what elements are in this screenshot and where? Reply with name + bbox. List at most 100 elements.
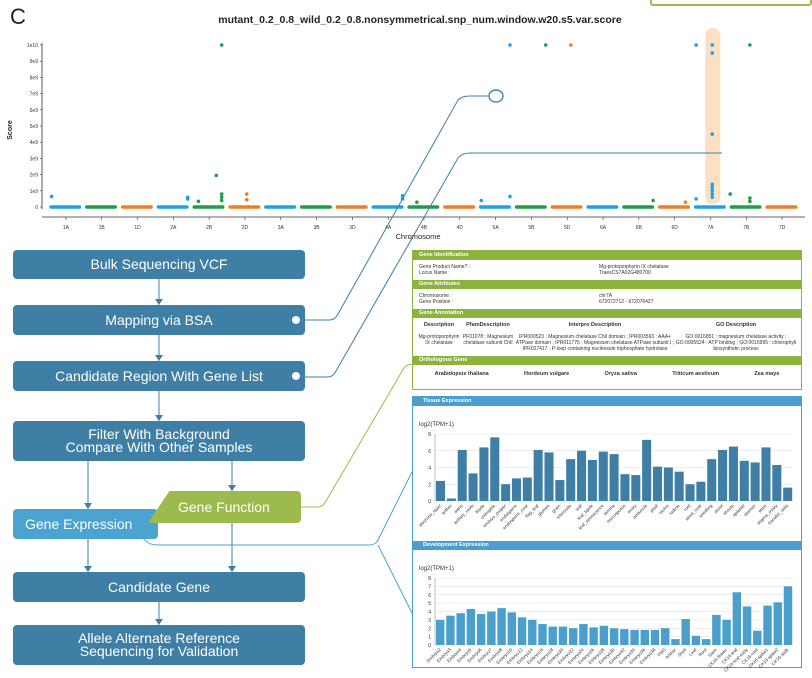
flow-candidate-gene: Candidate Gene <box>13 572 305 602</box>
gene-attributes-body: Chromosome : Gene Position : chr7A 6720727… <box>413 289 801 309</box>
bar-Embryo28 <box>599 625 609 645</box>
data-point <box>244 197 249 202</box>
x-tick-label: 2D <box>242 225 249 231</box>
data-point <box>710 185 715 190</box>
bar-CK16-stalk <box>783 586 793 645</box>
data-point <box>185 197 190 201</box>
x-tick-label: Root <box>698 647 709 658</box>
data-point <box>214 173 219 178</box>
data-point <box>728 192 732 196</box>
bar-Stem <box>712 614 721 645</box>
flow-allele-line1: Allele Alternate Reference <box>78 630 240 646</box>
bar-Embryo26 <box>589 627 598 645</box>
data-point <box>415 200 419 204</box>
y-tick-label: 7e9 <box>30 92 39 98</box>
flow-bulk-label: Bulk Sequencing VCF <box>90 256 228 272</box>
x-tick-label: 7A <box>707 225 714 231</box>
bar-Embryo14 <box>528 619 537 645</box>
gene-identification-body: Gene Product Name? : Locus Name : Mg-prot… <box>413 260 801 280</box>
bar-Embryo4 <box>456 613 465 645</box>
data-point <box>683 200 688 204</box>
bar-Embryo38 <box>650 629 660 645</box>
y-tick-label: 4e9 <box>30 140 39 146</box>
bar-shoots <box>728 446 738 501</box>
x-tick-label: 7D <box>779 225 786 231</box>
y-tick-label: 1 <box>428 635 431 641</box>
pfam-value: PF01078 : Magnesium chelatase subunit Ch… <box>462 334 514 346</box>
bar-Embryo24 <box>579 624 588 645</box>
bar-CK16-leaf-early <box>742 606 752 645</box>
x-tick-label: 6B <box>636 225 643 231</box>
y-tick-label: 1e10 <box>27 43 38 49</box>
bar-Embryo5 <box>466 608 476 645</box>
x-tick-label: stamen <box>743 503 757 517</box>
bar-grain <box>555 480 565 501</box>
bar-Embryo22 <box>568 628 578 645</box>
bar-blade <box>479 447 489 501</box>
bar-CK16-leaf <box>732 592 742 645</box>
flow-allele-line2: Sequencing for Validation <box>79 643 239 659</box>
data-point <box>710 192 715 196</box>
data-point <box>508 43 512 47</box>
bar-Embryo2 <box>436 619 445 645</box>
bar-Leaf <box>691 635 701 645</box>
gene-info-panel: Gene Identification Gene Product Name? :… <box>412 250 802 390</box>
bar-leaf_senescence <box>598 451 608 501</box>
bar-CK16-spike2 <box>773 602 782 645</box>
x-tick-label: Shell <box>677 647 688 658</box>
x-tick-label: ovary <box>626 503 638 515</box>
bar-Root <box>701 639 711 645</box>
data-point <box>748 196 752 200</box>
flow-filter-line1: Filter With Background <box>88 426 230 442</box>
x-tick-label: 1D <box>134 225 141 231</box>
data-point <box>710 182 715 187</box>
x-tick-label: 7B <box>743 225 750 231</box>
bar-Embryo12 <box>517 617 527 645</box>
x-tick-label: blade <box>474 503 486 515</box>
y-tick-label: 2 <box>428 482 431 488</box>
y-tick-label: 2e9 <box>30 173 39 179</box>
bar-Embryo6 <box>476 614 486 645</box>
bar-axillary_roots <box>468 473 478 501</box>
x-tick-label: stem <box>757 503 768 514</box>
x-tick-label: pistil <box>649 503 659 513</box>
y-tick-label: 6 <box>428 593 431 599</box>
col-go: GO Description <box>715 322 757 328</box>
data-point <box>508 194 512 199</box>
tissue-expression-header: Tissue Expression <box>413 397 801 406</box>
flow-expression-label: Gene Expression <box>25 516 133 532</box>
ortholog-triticum: Triticum aestivum <box>672 371 719 377</box>
data-point <box>710 43 715 47</box>
bar-Embryo20 <box>558 626 568 645</box>
bar-awns <box>457 449 467 501</box>
bar-radicle <box>674 471 684 501</box>
data-point <box>710 189 715 193</box>
x-tick-label: shoot <box>713 503 725 515</box>
y-tick-label: 5e9 <box>30 124 39 130</box>
y-tick-label: 1e9 <box>30 189 39 195</box>
bar-internode <box>566 459 576 501</box>
bar-Embryo30 <box>609 628 619 645</box>
bar-aleurone_layer <box>436 480 446 501</box>
y-tick-label: 5 <box>428 601 431 607</box>
bar-shoot <box>718 449 728 501</box>
x-tick-label: 1B <box>99 225 106 231</box>
connector-dot <box>292 316 300 324</box>
flow-mapping-bsa: Mapping via BSA <box>13 305 305 335</box>
x-tick-label: 1A <box>63 225 70 231</box>
ortholog-hordeum: Hordeum vulgare <box>524 371 570 377</box>
y-tick-label: 7 <box>428 584 431 590</box>
position-value: 672072712 - 672076427 <box>599 299 654 305</box>
bar-stigma_ovary <box>772 464 782 501</box>
data-point <box>694 197 698 201</box>
gene-annotation-table: Description Mg-protoporphyrin IX chelatas… <box>413 318 801 356</box>
x-tick-label: 4D <box>457 225 464 231</box>
x-tick-label: FMS <box>657 647 667 657</box>
locus-value: TraesCS7A02G480700 <box>599 270 651 276</box>
bar-Embryo16 <box>538 624 547 645</box>
top-frame-edge <box>650 0 812 6</box>
bar-stamen <box>750 462 760 501</box>
bar-flag_leaf <box>533 449 543 501</box>
